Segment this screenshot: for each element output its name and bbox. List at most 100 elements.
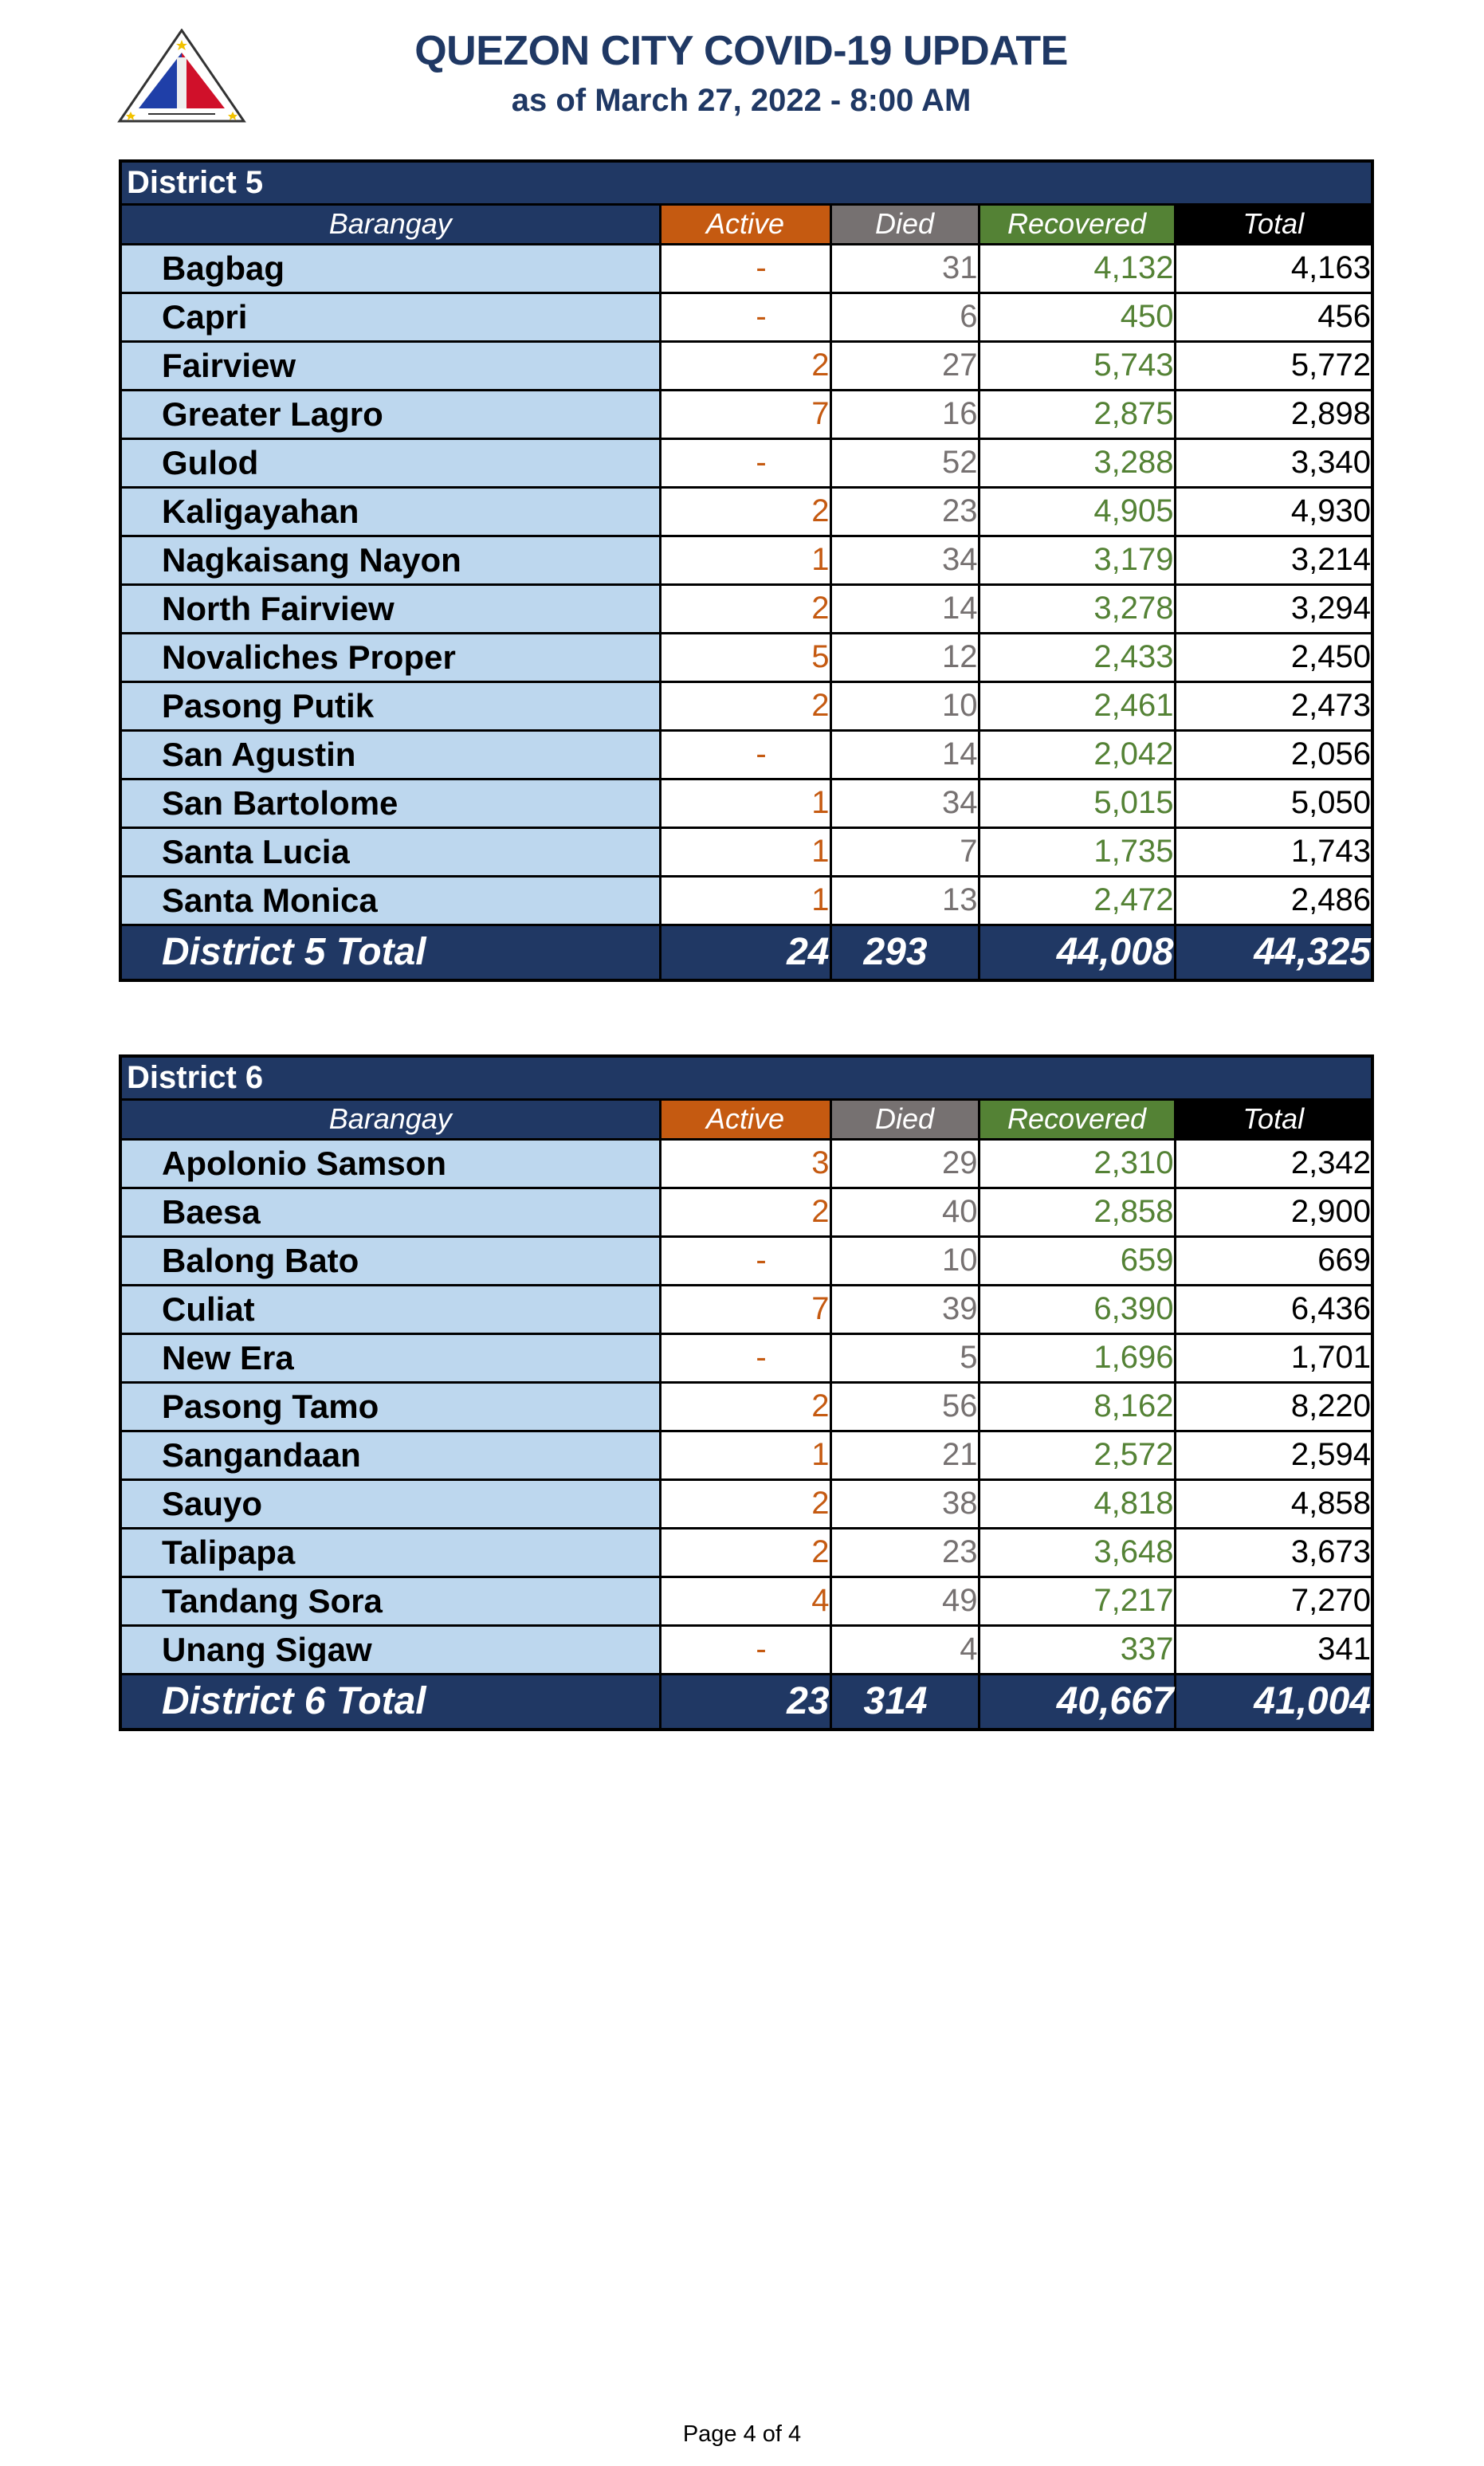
total-count: 5,772: [1173, 340, 1374, 391]
died-count: 49: [829, 1575, 980, 1627]
active-count: 3: [658, 1137, 832, 1189]
district-5-table: District 5 Barangay Active Died Recovered Tot…: [119, 159, 1374, 982]
table-row: Sauyo 2 38 4,818 4,858: [119, 1478, 1374, 1529]
active-count: 2: [658, 1526, 832, 1578]
total-count: 8,220: [1173, 1380, 1374, 1432]
died-count: 21: [829, 1429, 980, 1481]
column-header-barangay: Barangay: [119, 1098, 662, 1141]
table-row: Greater Lagro 7 16 2,875 2,898: [119, 388, 1374, 440]
barangay-name: Nagkaisang Nayon: [119, 534, 662, 586]
table-row: Culiat 7 39 6,390 6,436: [119, 1283, 1374, 1335]
recovered-count: 6,390: [977, 1283, 1176, 1335]
barangay-name: Culiat: [119, 1283, 662, 1335]
recovered-count: 3,278: [977, 583, 1176, 634]
total-count: 2,898: [1173, 388, 1374, 440]
table-row: Baesa 2 40 2,858 2,900: [119, 1186, 1374, 1238]
recovered-count: 2,042: [977, 728, 1176, 780]
active-count: -: [658, 242, 832, 294]
recovered-count: 3,288: [977, 437, 1176, 489]
table-row: Unang Sigaw -4 337 341: [119, 1624, 1374, 1675]
died-count: 40: [829, 1186, 980, 1238]
recovered-count: 4,132: [977, 242, 1176, 294]
barangay-name: Balong Bato: [119, 1235, 662, 1286]
column-header-died: Died: [829, 202, 980, 245]
table-row: San Bartolome 1 34 5,015 5,050: [119, 777, 1374, 829]
total-count: 4,858: [1173, 1478, 1374, 1529]
died-count: 12: [829, 631, 980, 683]
district-title: District 6: [119, 1054, 1374, 1101]
barangay-name: Unang Sigaw: [119, 1624, 662, 1675]
died-count: 52: [829, 437, 980, 489]
died-count: 23: [829, 485, 980, 537]
active-count: 2: [658, 485, 832, 537]
recovered-count: 2,310: [977, 1137, 1176, 1189]
total-count: 2,900: [1173, 1186, 1374, 1238]
died-count: 34: [829, 534, 980, 586]
page-number: Page 4 of 4: [682, 2421, 802, 2447]
total-count: 341: [1173, 1624, 1374, 1675]
district-total-label: District 6 Total: [119, 1672, 662, 1731]
total-count: 1,701: [1173, 1332, 1374, 1384]
page-subtitle: as of March 27, 2022 - 8:00 AM: [511, 83, 972, 118]
total-count: 4,930: [1173, 485, 1374, 537]
table-row: Kaligayahan 2 23 4,905 4,930: [119, 485, 1374, 537]
barangay-name: Talipapa: [119, 1526, 662, 1578]
table-row: Bagbag -31 4,132 4,163: [119, 242, 1374, 294]
recovered-count: 4,818: [977, 1478, 1176, 1529]
barangay-name: Santa Lucia: [119, 826, 662, 878]
total-count: 3,673: [1173, 1526, 1374, 1578]
active-count: 1: [658, 534, 832, 586]
total-count: 456: [1173, 291, 1374, 343]
table-row: Pasong Tamo 2 56 8,162 8,220: [119, 1380, 1374, 1432]
barangay-name: Novaliches Proper: [119, 631, 662, 683]
total-active: 24: [658, 923, 832, 982]
died-count: 38: [829, 1478, 980, 1529]
column-header-active: Active: [658, 1098, 832, 1141]
active-count: -: [658, 437, 832, 489]
active-count: 2: [658, 1478, 832, 1529]
recovered-count: 2,472: [977, 874, 1176, 926]
table-row: Tandang Sora 4 49 7,217 7,270: [119, 1575, 1374, 1627]
table-row: Novaliches Proper 5 12 2,433 2,450: [119, 631, 1374, 683]
total-died: 293: [829, 923, 980, 982]
recovered-count: 2,572: [977, 1429, 1176, 1481]
barangay-name: Fairview: [119, 340, 662, 391]
district-title: District 5: [119, 159, 1374, 206]
page-title: QUEZON CITY COVID-19 UPDATE: [414, 28, 1068, 74]
died-count: 39: [829, 1283, 980, 1335]
died-count: 4: [829, 1624, 980, 1675]
active-count: 7: [658, 388, 832, 440]
recovered-count: 2,875: [977, 388, 1176, 440]
district-title-row: District 5: [119, 159, 1374, 206]
active-count: -: [658, 1235, 832, 1286]
recovered-count: 8,162: [977, 1380, 1176, 1432]
total-count: 2,342: [1173, 1137, 1374, 1189]
barangay-name: New Era: [119, 1332, 662, 1384]
total-count: 3,214: [1173, 534, 1374, 586]
died-count: 27: [829, 340, 980, 391]
active-count: -: [658, 1624, 832, 1675]
column-header-recovered: Recovered: [977, 202, 1176, 245]
died-count: 34: [829, 777, 980, 829]
died-count: 56: [829, 1380, 980, 1432]
column-header-row: Barangay Active Died Recovered Total: [119, 202, 1374, 245]
column-header-barangay: Barangay: [119, 202, 662, 245]
active-count: 2: [658, 583, 832, 634]
recovered-count: 7,217: [977, 1575, 1176, 1627]
table-row: Gulod -52 3,288 3,340: [119, 437, 1374, 489]
total-recovered: 40,667: [977, 1672, 1176, 1731]
active-count: -: [658, 1332, 832, 1384]
recovered-count: 337: [977, 1624, 1176, 1675]
barangay-name: Sauyo: [119, 1478, 662, 1529]
died-count: 13: [829, 874, 980, 926]
total-recovered: 44,008: [977, 923, 1176, 982]
column-header-died: Died: [829, 1098, 980, 1141]
active-count: -: [658, 291, 832, 343]
total-count: 2,473: [1173, 680, 1374, 732]
barangay-name: Sangandaan: [119, 1429, 662, 1481]
died-count: 14: [829, 728, 980, 780]
quezon-city-seal-logo: [117, 29, 246, 123]
active-count: 2: [658, 680, 832, 732]
total-active: 23: [658, 1672, 832, 1731]
died-count: 6: [829, 291, 980, 343]
